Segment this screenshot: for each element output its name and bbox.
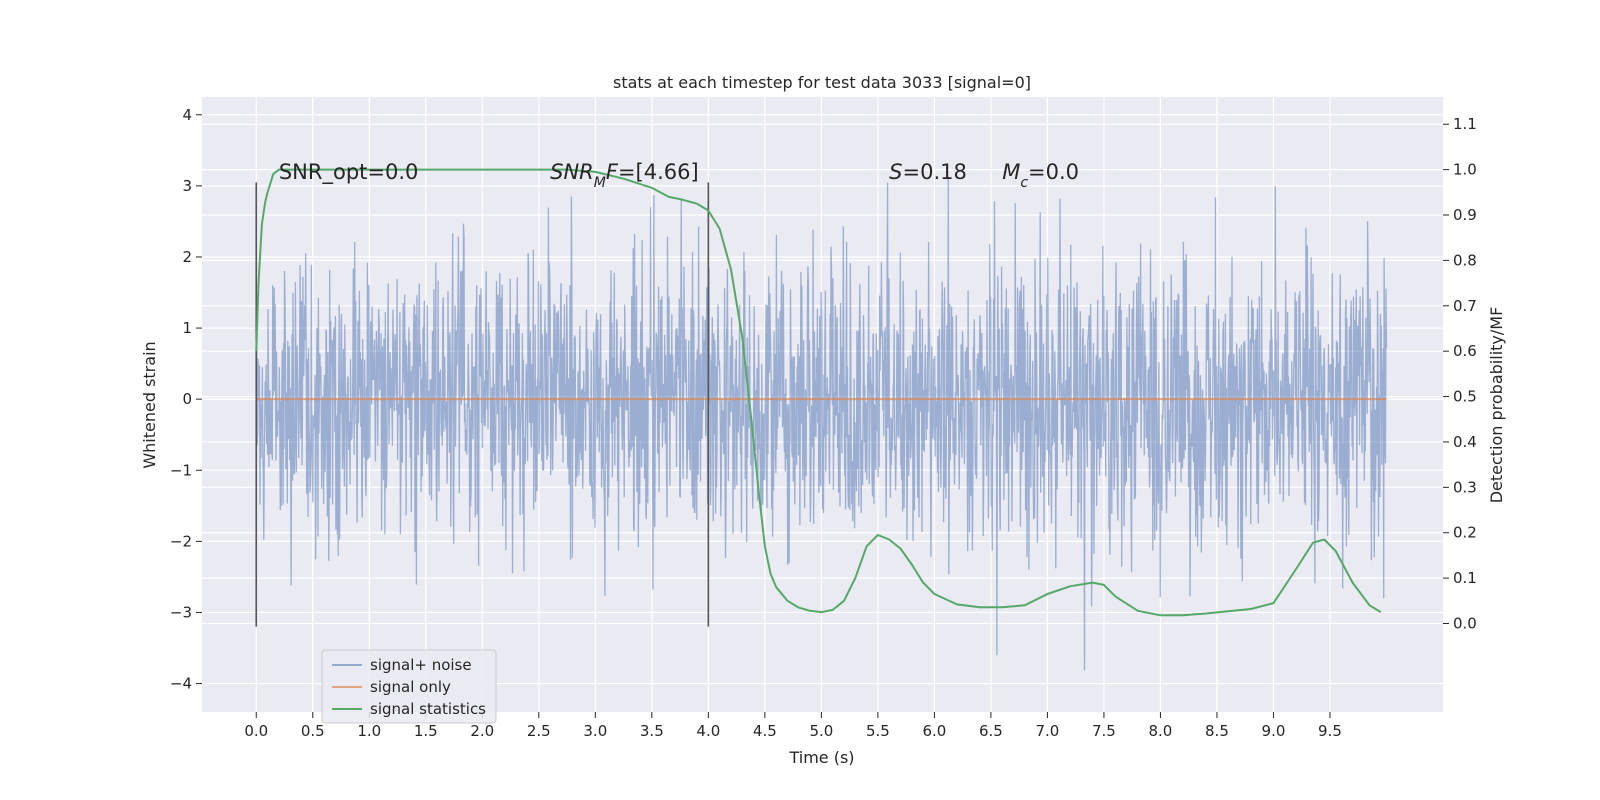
x-tick-label: 4.0 [696, 722, 720, 740]
y2-tick-label: 0.2 [1453, 524, 1477, 542]
x-tick-label: 8.5 [1205, 722, 1229, 740]
x-axis-ticks: 0.0 0.5 1.0 1.5 2.0 2.5 3.0 3.5 4.0 4.5 5.0 5.5 6.0 6… [244, 712, 1342, 740]
legend-label-signal-plus-noise: signal+ noise [370, 656, 472, 674]
x-tick-label: 7.5 [1092, 722, 1116, 740]
x-tick-label: 1.5 [414, 722, 438, 740]
y-tick-label: 4 [182, 106, 192, 124]
annotation-3: Mc=0.0 [1002, 160, 1079, 191]
x-tick-label: 7.0 [1035, 722, 1059, 740]
vertical-markers [255, 182, 710, 627]
x-tick-label: 2.5 [527, 722, 551, 740]
x-tick-label: 3.0 [583, 722, 607, 740]
y2-tick-label: 0.3 [1453, 478, 1477, 496]
x-tick-label: 3.5 [640, 722, 664, 740]
x-tick-label: 4.5 [753, 722, 777, 740]
x-tick-label: 1.0 [357, 722, 381, 740]
chart-title: stats at each timestep for test data 303… [613, 73, 1031, 92]
annotation-2: S=0.18 [889, 160, 967, 184]
y2-tick-label: 1.0 [1453, 161, 1477, 179]
y-axis-title: Whitened strain [140, 341, 159, 468]
y2-tick-label: 1.1 [1453, 115, 1477, 133]
annotation-0: SNR_opt=0.0 [279, 160, 419, 185]
series-signal-plus-noise [255, 176, 1388, 671]
x-tick-label: 2.0 [470, 722, 494, 740]
signal-statistics-line [255, 168, 1382, 617]
y2-tick-label: 0.9 [1453, 206, 1477, 224]
x-tick-label: 6.0 [922, 722, 946, 740]
y2-tick-label: 0.5 [1453, 388, 1477, 406]
y-tick-label: 3 [182, 177, 192, 195]
legend: signal+ noise signal only signal statist… [321, 649, 497, 724]
x-tick-label: 9.5 [1318, 722, 1342, 740]
series-signal-statistics [255, 168, 1382, 617]
y-tick-label: 1 [182, 319, 192, 337]
y2-tick-label: 0.1 [1453, 569, 1477, 587]
x-tick-label: 0.5 [301, 722, 325, 740]
y-axis-ticks: 4 3 2 1 0 −1 −2 −3 −4 [170, 106, 202, 693]
y2-tick-label: 0.8 [1453, 251, 1477, 269]
y2-axis-title: Detection probability/MF [1487, 307, 1506, 504]
y-tick-label: −2 [170, 532, 192, 550]
y-tick-label: 0 [182, 390, 192, 408]
y2-tick-label: 0.7 [1453, 297, 1477, 315]
y2-tick-label: 0.4 [1453, 433, 1477, 451]
x-tick-label: 5.0 [809, 722, 833, 740]
y2-tick-label: 0.0 [1453, 614, 1477, 632]
y-tick-label: −1 [170, 461, 192, 479]
x-tick-label: 8.0 [1149, 722, 1173, 740]
x-tick-label: 0.0 [244, 722, 268, 740]
y2-tick-label: 0.6 [1453, 342, 1477, 360]
y-tick-label: 2 [182, 248, 192, 266]
legend-box [321, 649, 497, 724]
y-tick-label: −3 [170, 603, 192, 621]
x-tick-label: 6.5 [979, 722, 1003, 740]
annotation-1: SNRMF=[4.66] [550, 160, 699, 191]
x-tick-label: 9.0 [1262, 722, 1286, 740]
annotations: SNR_opt=0.0 SNRMF=[4.66] S=0.18 Mc=0.0 [279, 160, 1079, 191]
y-tick-label: −4 [170, 675, 192, 693]
y2-axis-ticks: 1.1 1.0 0.9 0.8 0.7 0.6 0.5 0.4 0.3 0.2 0.1 0.0 [1443, 115, 1477, 632]
x-axis-title: Time (s) [788, 748, 854, 767]
legend-label-signal-statistics: signal statistics [370, 700, 486, 718]
x-tick-label: 5.5 [866, 722, 890, 740]
legend-label-signal-only: signal only [370, 678, 451, 696]
signal-plus-noise-line [255, 176, 1388, 671]
